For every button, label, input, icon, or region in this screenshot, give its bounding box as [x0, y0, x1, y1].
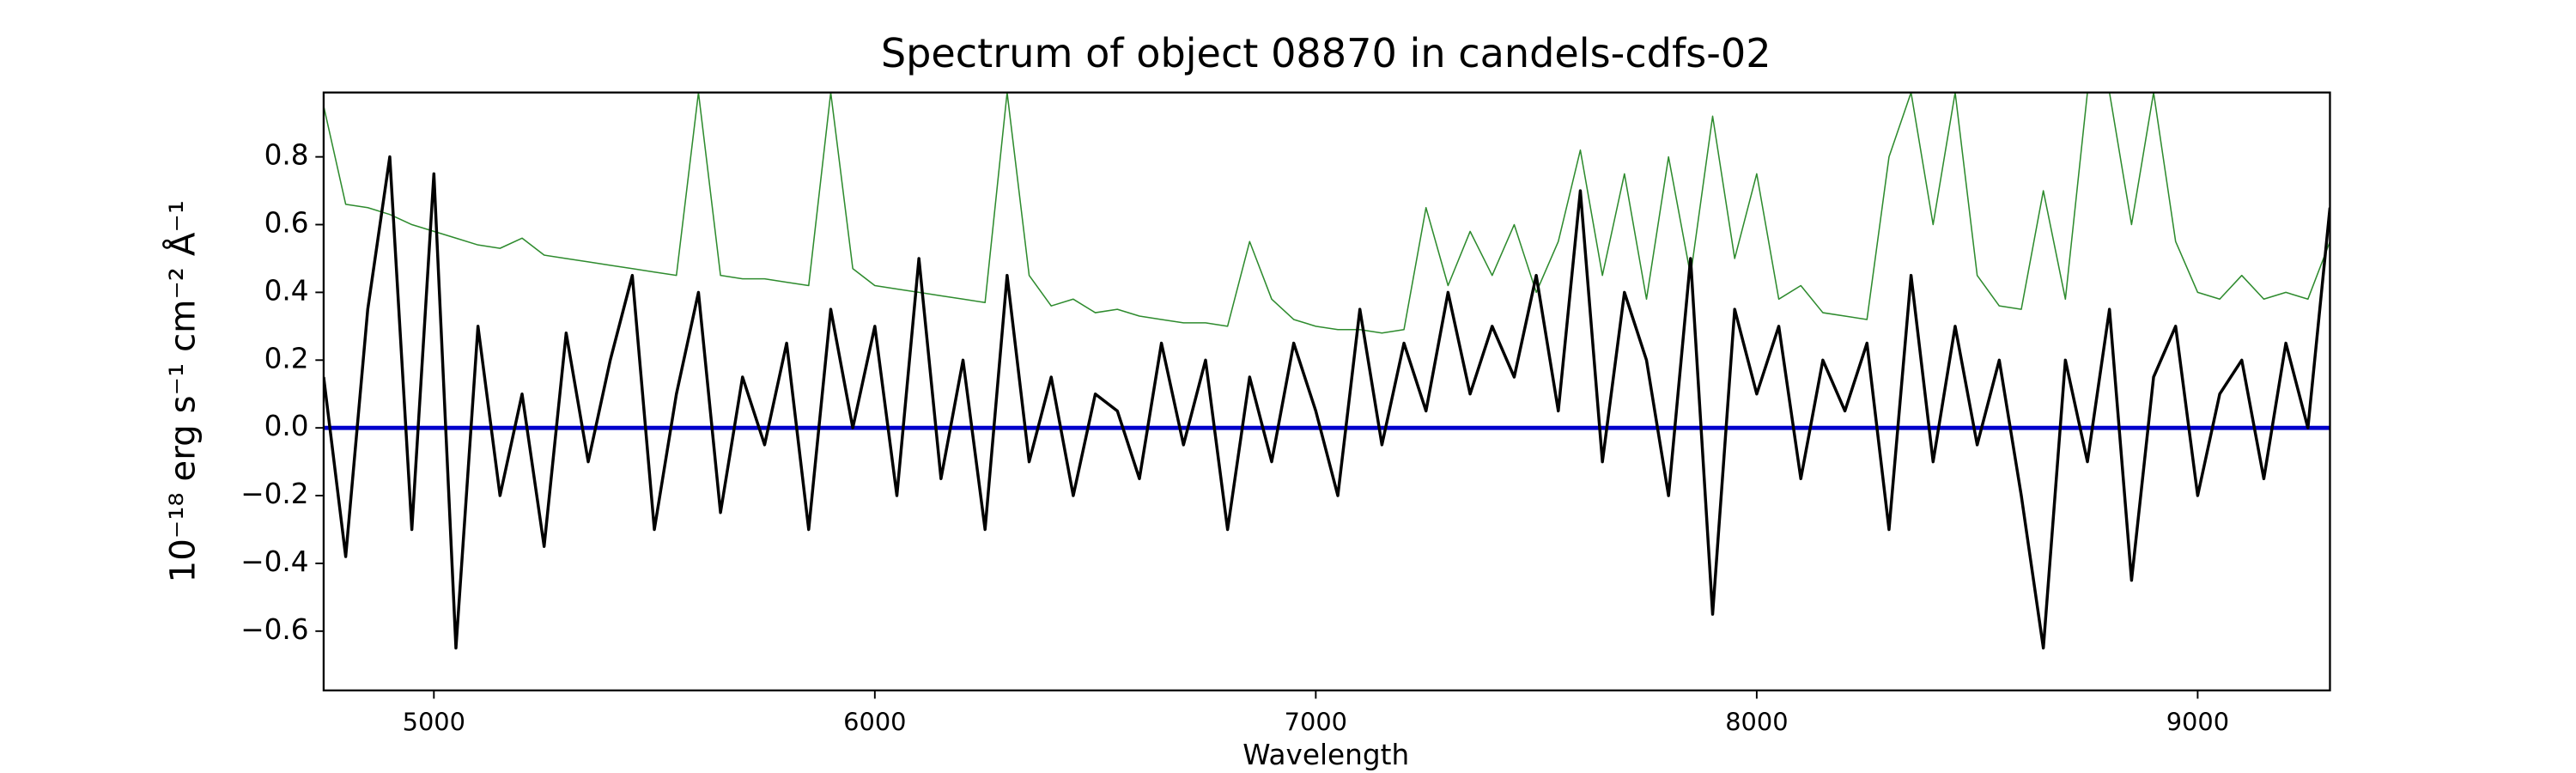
spectrum-line	[323, 92, 2330, 334]
plot-frame	[322, 91, 2331, 691]
spectrum-line	[323, 155, 2330, 650]
x-tick-label: 7000	[1285, 707, 1347, 736]
chart-title: Spectrum of object 08870 in candels-cdfs…	[881, 30, 1771, 76]
plot-area	[323, 92, 2330, 650]
x-axis-label: Wavelength	[1242, 739, 1409, 771]
y-tick-label: 0.0	[264, 410, 309, 442]
y-tick-label: 0.8	[264, 139, 309, 172]
x-tick-label: 6000	[843, 707, 906, 736]
y-tick-label: 0.4	[264, 274, 309, 307]
y-tick-label: −0.2	[240, 478, 308, 510]
x-tick-label: 5000	[403, 707, 465, 736]
x-tick-label: 9000	[2166, 707, 2229, 736]
x-tick-label: 8000	[1725, 707, 1788, 736]
y-tick-label: 0.2	[264, 342, 309, 374]
y-tick-label: −0.6	[240, 613, 308, 646]
y-tick-label: 0.6	[264, 207, 309, 240]
y-tick-label: −0.4	[240, 545, 308, 578]
y-axis-label: 10⁻¹⁸ erg s⁻¹ cm⁻² Å⁻¹	[161, 200, 203, 582]
